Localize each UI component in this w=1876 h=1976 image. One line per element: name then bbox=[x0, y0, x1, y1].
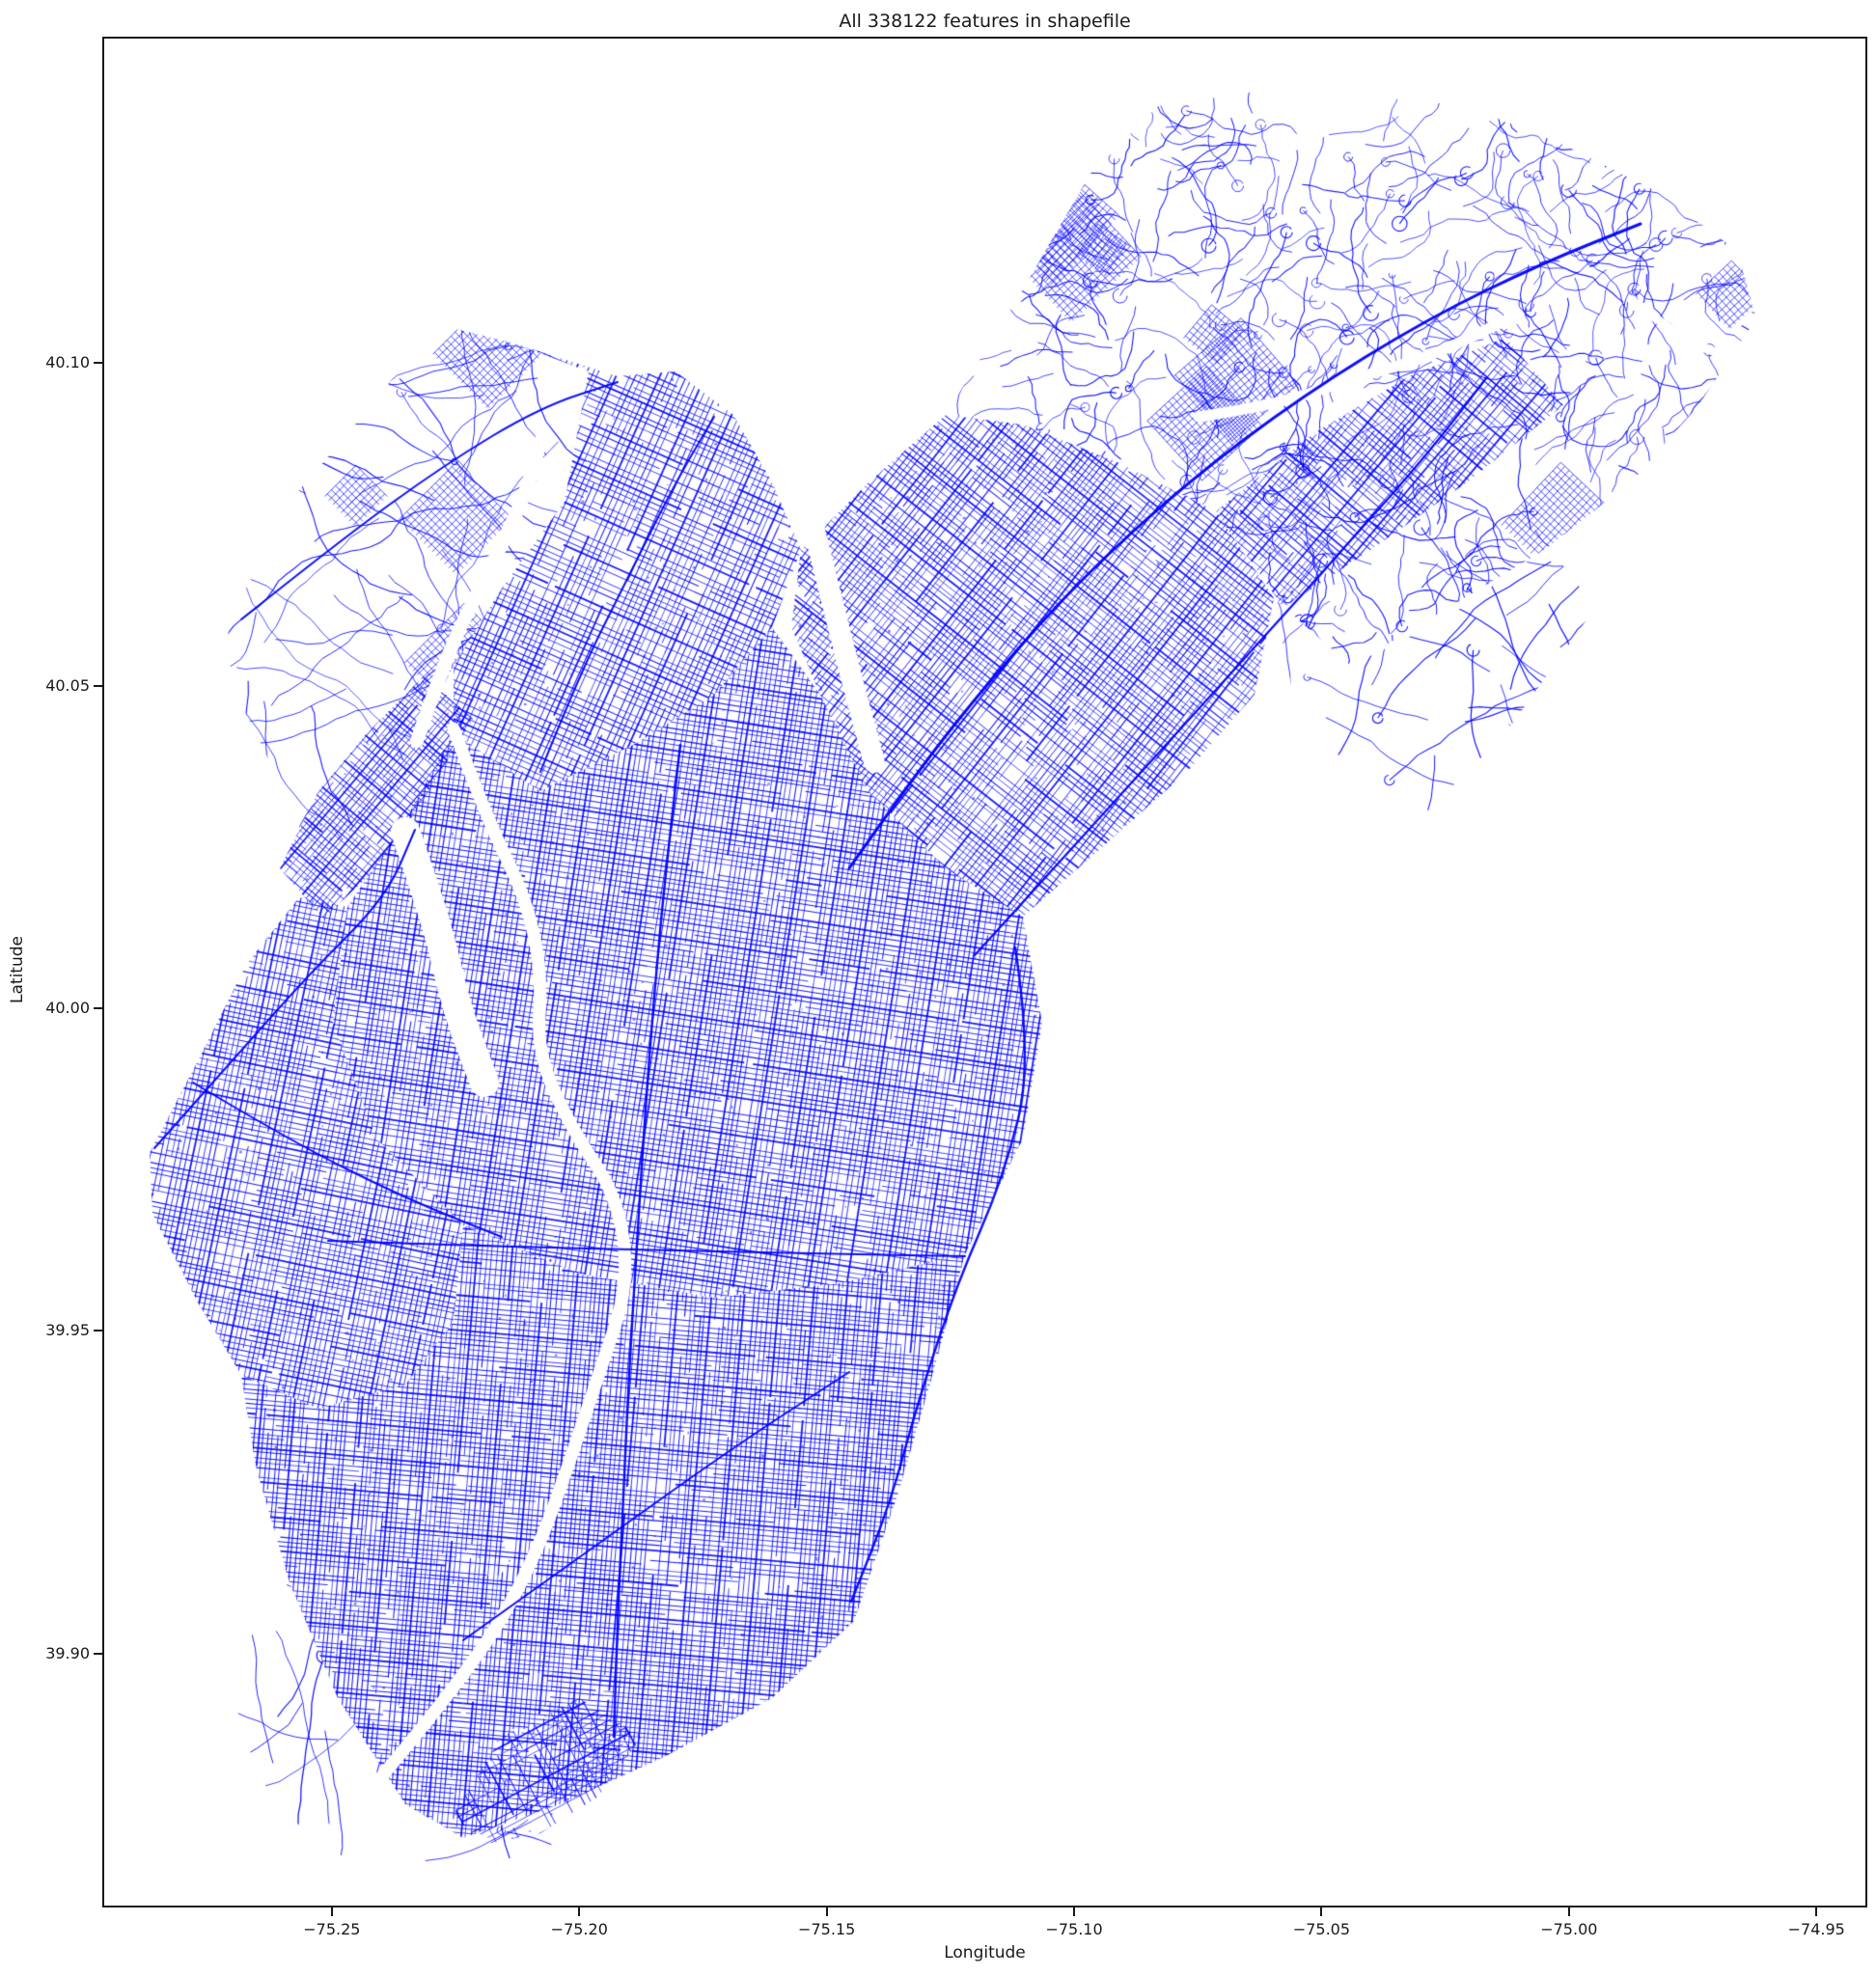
y-tick-label: 40.00 bbox=[45, 998, 90, 1017]
x-tick-label: −75.20 bbox=[550, 1920, 608, 1938]
y-tick-mark bbox=[94, 1652, 102, 1655]
y-tick-mark bbox=[94, 1006, 102, 1009]
x-tick-label: −75.10 bbox=[1045, 1920, 1103, 1938]
x-tick-mark bbox=[1567, 1907, 1570, 1916]
x-tick-mark bbox=[1073, 1907, 1076, 1916]
x-tick-mark bbox=[1815, 1907, 1818, 1916]
y-tick-label: 40.10 bbox=[45, 353, 90, 372]
y-tick-mark bbox=[94, 1330, 102, 1332]
y-tick-label: 39.90 bbox=[45, 1643, 90, 1662]
x-tick-mark bbox=[825, 1907, 828, 1916]
plot-area bbox=[102, 37, 1867, 1907]
x-tick-label: −75.05 bbox=[1292, 1920, 1351, 1938]
x-tick-label: −75.00 bbox=[1540, 1920, 1598, 1938]
x-tick-mark bbox=[1320, 1907, 1323, 1916]
x-tick-label: −75.15 bbox=[798, 1920, 856, 1938]
x-axis-label: Longitude bbox=[944, 1943, 1026, 1962]
y-tick-mark bbox=[94, 684, 102, 687]
x-tick-label: −75.25 bbox=[303, 1920, 361, 1938]
y-tick-label: 40.05 bbox=[45, 675, 90, 695]
y-tick-mark bbox=[94, 362, 102, 365]
shapefile-map-canvas bbox=[104, 39, 1865, 1906]
x-tick-mark bbox=[330, 1907, 333, 1916]
y-tick-label: 39.95 bbox=[45, 1321, 90, 1340]
x-tick-mark bbox=[578, 1907, 581, 1916]
x-tick-label: −74.95 bbox=[1787, 1920, 1845, 1938]
chart-title: All 338122 features in shapefile bbox=[839, 11, 1131, 32]
